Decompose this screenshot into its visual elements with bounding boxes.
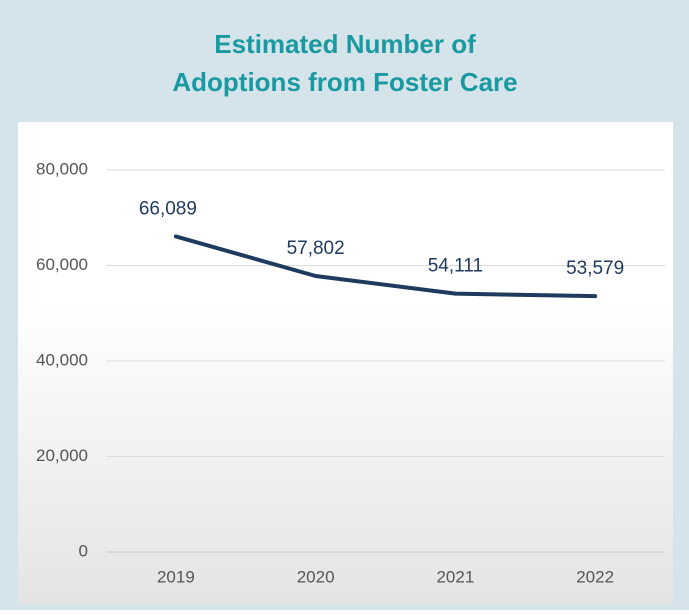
y-tick-label: 20,000: [36, 446, 88, 465]
y-tick-label: 80,000: [36, 159, 88, 178]
x-tick-label: 2019: [157, 567, 195, 586]
y-tick-label: 0: [79, 541, 88, 560]
data-label: 53,579: [566, 258, 624, 279]
y-tick-label: 40,000: [36, 350, 88, 369]
chart-title: Estimated Number of: [214, 29, 476, 59]
x-tick-label: 2021: [436, 567, 474, 586]
line: [173, 234, 598, 299]
data-label: 66,089: [139, 198, 197, 219]
chart-title: Adoptions from Foster Care: [172, 67, 517, 97]
data-label: 54,111: [428, 256, 483, 277]
plot-panel: [18, 122, 673, 604]
x-tick-label: 2020: [297, 567, 335, 586]
y-tick-label: 60,000: [36, 255, 88, 274]
data-label: 57,802: [287, 238, 345, 259]
x-tick-label: 2022: [576, 567, 614, 586]
